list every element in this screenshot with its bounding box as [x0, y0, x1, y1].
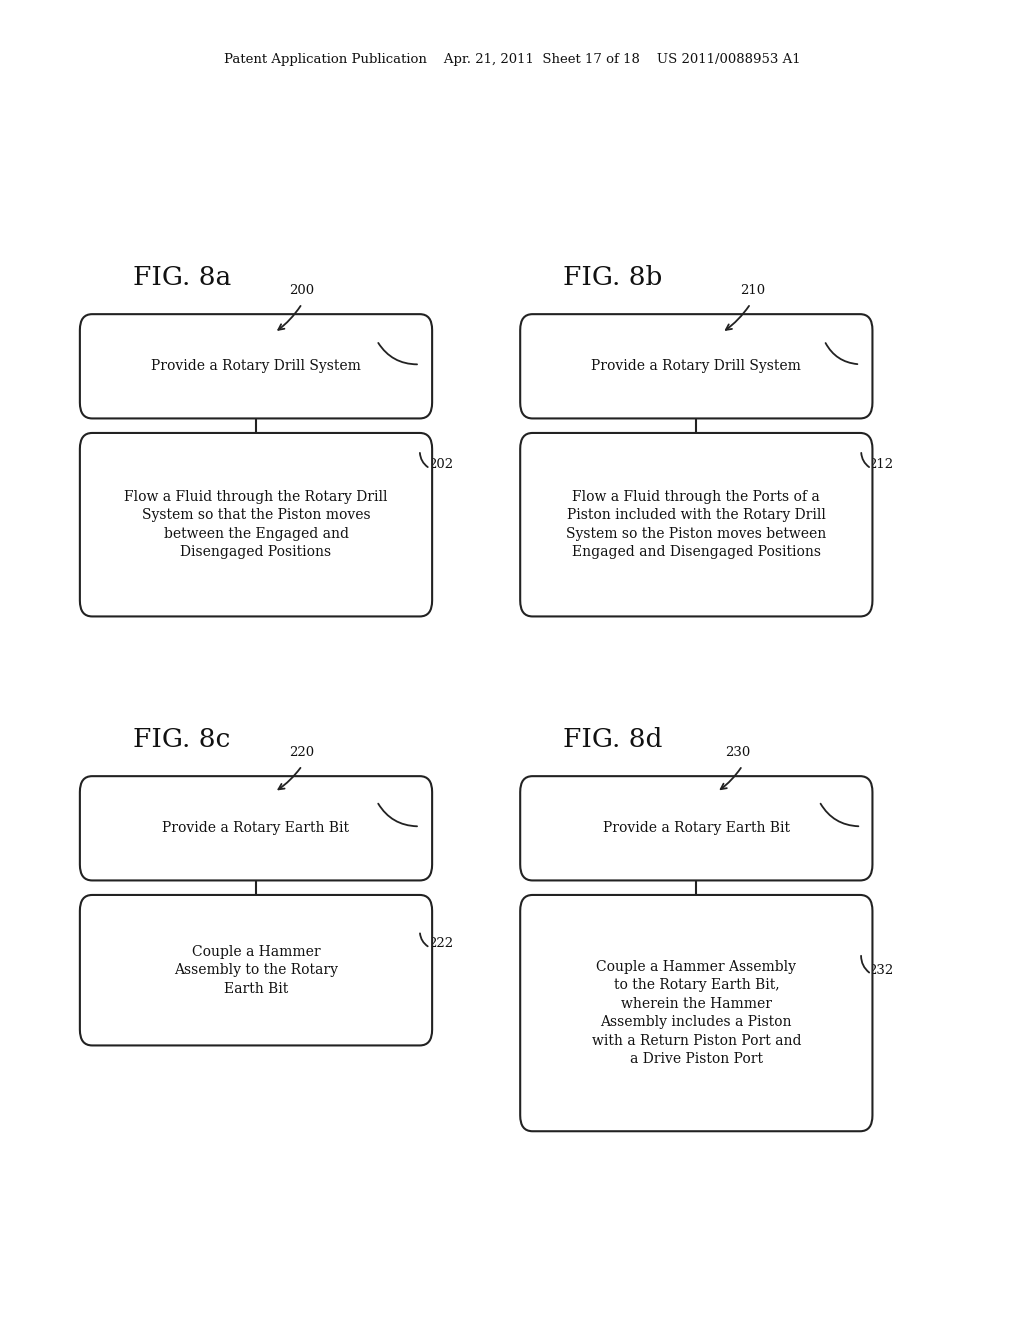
Text: FIG. 8b: FIG. 8b — [563, 265, 663, 289]
Text: Provide a Rotary Earth Bit: Provide a Rotary Earth Bit — [163, 821, 349, 836]
FancyBboxPatch shape — [520, 776, 872, 880]
Text: Flow a Fluid through the Rotary Drill
System so that the Piston moves
between th: Flow a Fluid through the Rotary Drill Sy… — [124, 490, 388, 560]
Text: 221: 221 — [371, 788, 396, 801]
FancyBboxPatch shape — [80, 776, 432, 880]
Text: Provide a Rotary Drill System: Provide a Rotary Drill System — [152, 359, 360, 374]
Text: FIG. 8d: FIG. 8d — [563, 727, 663, 751]
Text: Provide a Rotary Drill System: Provide a Rotary Drill System — [592, 359, 801, 374]
Text: 212: 212 — [868, 458, 894, 471]
Text: 220: 220 — [290, 746, 314, 759]
Text: Couple a Hammer
Assembly to the Rotary
Earth Bit: Couple a Hammer Assembly to the Rotary E… — [174, 945, 338, 995]
Text: 222: 222 — [428, 937, 454, 950]
Text: 211: 211 — [816, 326, 842, 339]
Text: 231: 231 — [812, 788, 838, 801]
Text: FIG. 8a: FIG. 8a — [133, 265, 231, 289]
FancyBboxPatch shape — [520, 314, 872, 418]
Text: Flow a Fluid through the Ports of a
Piston included with the Rotary Drill
System: Flow a Fluid through the Ports of a Pist… — [566, 490, 826, 560]
Text: Couple a Hammer Assembly
to the Rotary Earth Bit,
wherein the Hammer
Assembly in: Couple a Hammer Assembly to the Rotary E… — [592, 960, 801, 1067]
FancyBboxPatch shape — [520, 433, 872, 616]
FancyBboxPatch shape — [520, 895, 872, 1131]
Text: 230: 230 — [725, 746, 750, 759]
FancyBboxPatch shape — [80, 433, 432, 616]
Text: 201: 201 — [371, 326, 396, 339]
FancyBboxPatch shape — [80, 314, 432, 418]
Text: FIG. 8c: FIG. 8c — [133, 727, 230, 751]
Text: 202: 202 — [428, 458, 454, 471]
Text: 232: 232 — [868, 964, 894, 977]
FancyBboxPatch shape — [80, 895, 432, 1045]
Text: Patent Application Publication    Apr. 21, 2011  Sheet 17 of 18    US 2011/00889: Patent Application Publication Apr. 21, … — [223, 53, 801, 66]
Text: 210: 210 — [740, 284, 765, 297]
Text: 200: 200 — [290, 284, 314, 297]
Text: Provide a Rotary Earth Bit: Provide a Rotary Earth Bit — [603, 821, 790, 836]
